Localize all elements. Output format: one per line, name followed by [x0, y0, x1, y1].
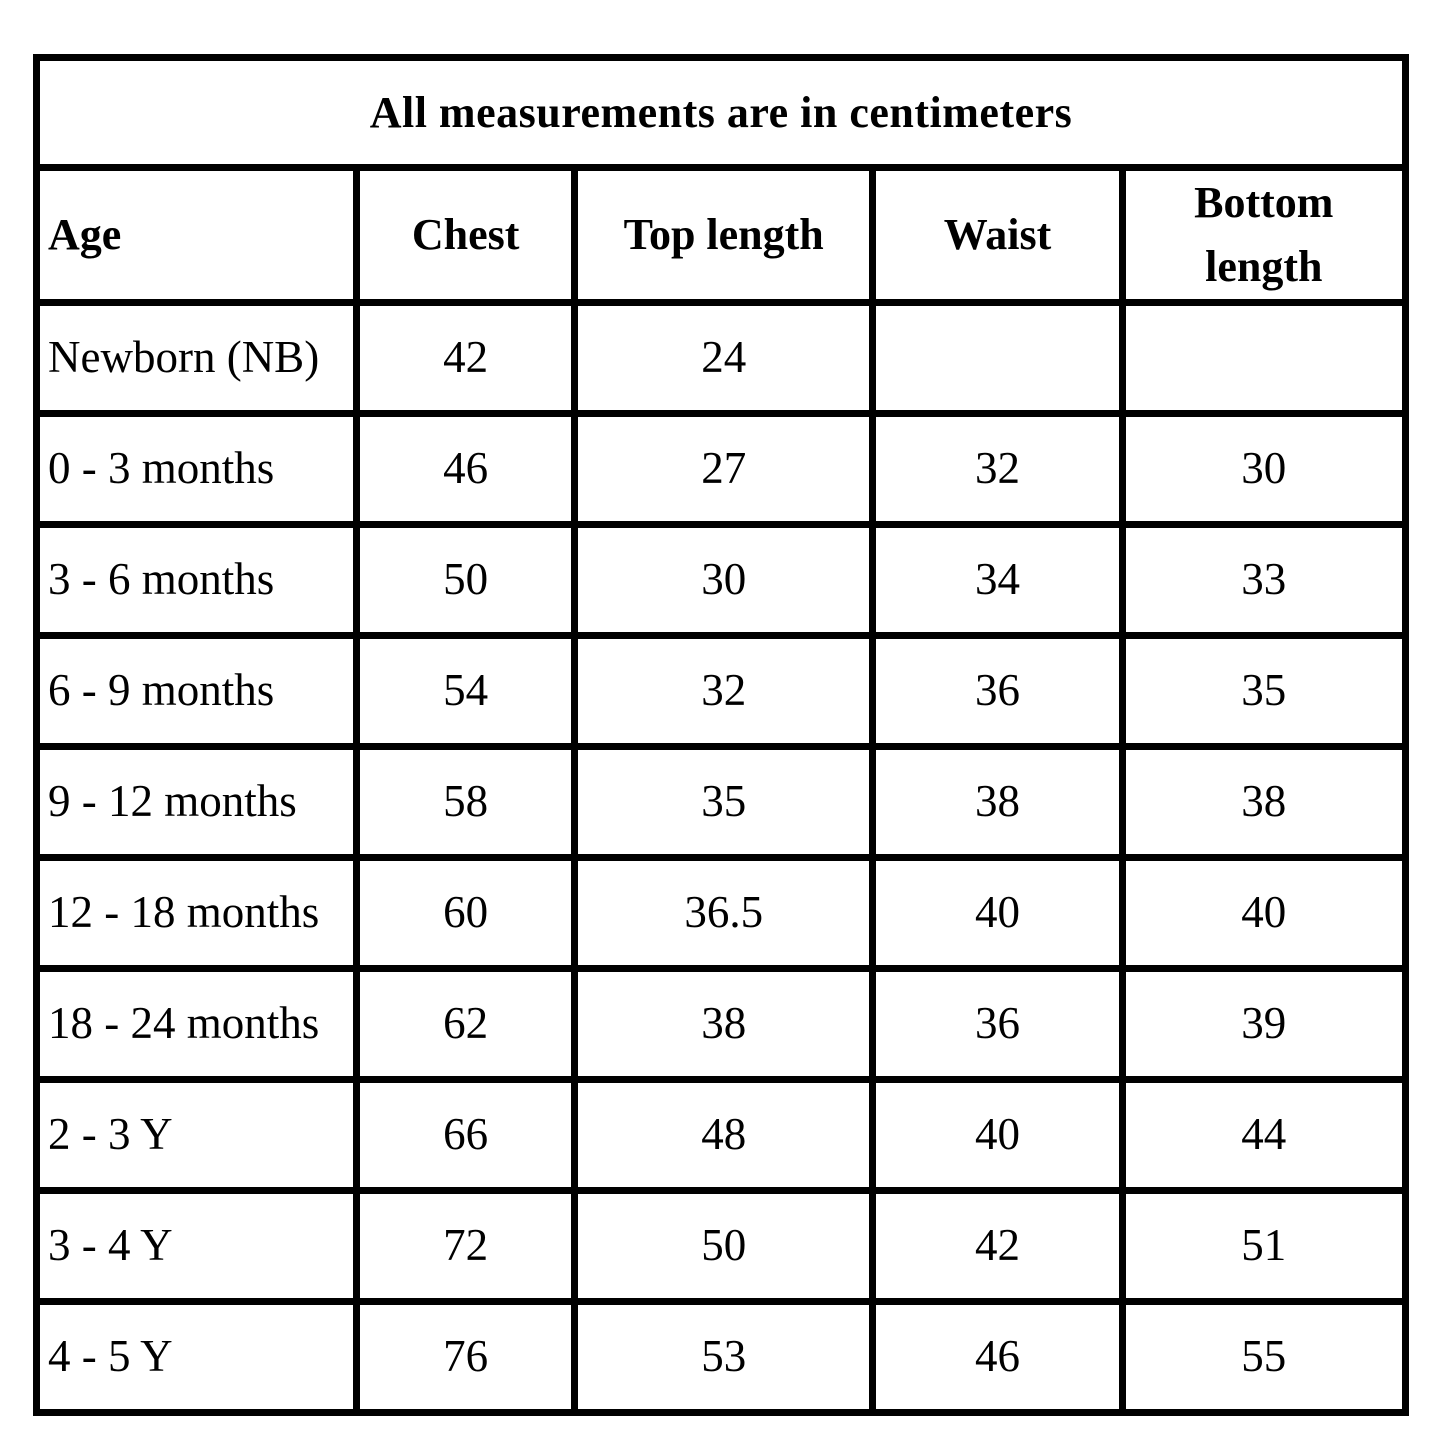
cell-top-length: 38 [570, 964, 877, 1083]
column-header-top-length: Top length [570, 164, 877, 306]
cell-age: Newborn (NB) [32, 298, 361, 417]
cell-bottom-length: 35 [1118, 631, 1410, 750]
cell-chest: 62 [353, 964, 578, 1083]
table-row: 4 - 5 Y 76 53 46 55 [32, 1297, 1410, 1416]
table-row: 0 - 3 months 46 27 32 30 [32, 409, 1410, 528]
cell-top-length: 48 [570, 1075, 877, 1194]
cell-bottom-length [1118, 298, 1410, 417]
cell-waist: 46 [869, 1297, 1126, 1416]
cell-chest: 58 [353, 742, 578, 861]
cell-chest: 76 [353, 1297, 578, 1416]
cell-top-length: 50 [570, 1186, 877, 1305]
table-row: Newborn (NB) 42 24 [32, 298, 1410, 417]
cell-bottom-length: 44 [1118, 1075, 1410, 1194]
cell-waist: 36 [869, 964, 1126, 1083]
cell-top-length: 27 [570, 409, 877, 528]
column-header-bottom-length-label: Bottom length [1194, 178, 1334, 291]
table-row: 9 - 12 months 58 35 38 38 [32, 742, 1410, 861]
cell-waist: 40 [869, 853, 1126, 972]
cell-top-length: 24 [570, 298, 877, 417]
table-title: All measurements are in centimeters [33, 54, 1409, 171]
cell-waist [869, 298, 1126, 417]
cell-age: 3 - 6 months [32, 520, 361, 639]
cell-age: 12 - 18 months [32, 853, 361, 972]
cell-chest: 54 [353, 631, 578, 750]
cell-age: 3 - 4 Y [32, 1186, 361, 1305]
size-chart-table: All measurements are in centimeters Age … [32, 54, 1410, 1416]
cell-top-length: 30 [570, 520, 877, 639]
cell-chest: 42 [353, 298, 578, 417]
column-header-waist: Waist [869, 164, 1126, 306]
cell-age: 0 - 3 months [32, 409, 361, 528]
table-row: 12 - 18 months 60 36.5 40 40 [32, 853, 1410, 972]
cell-chest: 46 [353, 409, 578, 528]
cell-waist: 34 [869, 520, 1126, 639]
cell-waist: 36 [869, 631, 1126, 750]
table-header-row: Age Chest Top length Waist Bottom length [32, 164, 1410, 306]
cell-bottom-length: 51 [1118, 1186, 1410, 1305]
table-row: 6 - 9 months 54 32 36 35 [32, 631, 1410, 750]
column-header-chest: Chest [353, 164, 578, 306]
cell-top-length: 36.5 [570, 853, 877, 972]
cell-waist: 40 [869, 1075, 1126, 1194]
table-row: 18 - 24 months 62 38 36 39 [32, 964, 1410, 1083]
cell-age: 4 - 5 Y [32, 1297, 361, 1416]
cell-bottom-length: 30 [1118, 409, 1410, 528]
cell-bottom-length: 39 [1118, 964, 1410, 1083]
table-row: 2 - 3 Y 66 48 40 44 [32, 1075, 1410, 1194]
cell-age: 9 - 12 months [32, 742, 361, 861]
column-header-bottom-length: Bottom length [1118, 164, 1410, 306]
cell-chest: 50 [353, 520, 578, 639]
cell-bottom-length: 40 [1118, 853, 1410, 972]
cell-top-length: 53 [570, 1297, 877, 1416]
cell-bottom-length: 38 [1118, 742, 1410, 861]
cell-age: 6 - 9 months [32, 631, 361, 750]
cell-chest: 72 [353, 1186, 578, 1305]
cell-waist: 38 [869, 742, 1126, 861]
column-header-age: Age [32, 164, 361, 306]
table-row: 3 - 4 Y 72 50 42 51 [32, 1186, 1410, 1305]
cell-bottom-length: 55 [1118, 1297, 1410, 1416]
cell-waist: 42 [869, 1186, 1126, 1305]
cell-chest: 66 [353, 1075, 578, 1194]
cell-top-length: 35 [570, 742, 877, 861]
cell-age: 18 - 24 months [32, 964, 361, 1083]
table-title-row: All measurements are in centimeters [33, 54, 1409, 171]
cell-top-length: 32 [570, 631, 877, 750]
cell-bottom-length: 33 [1118, 520, 1410, 639]
cell-chest: 60 [353, 853, 578, 972]
cell-waist: 32 [869, 409, 1126, 528]
table-row: 3 - 6 months 50 30 34 33 [32, 520, 1410, 639]
cell-age: 2 - 3 Y [32, 1075, 361, 1194]
